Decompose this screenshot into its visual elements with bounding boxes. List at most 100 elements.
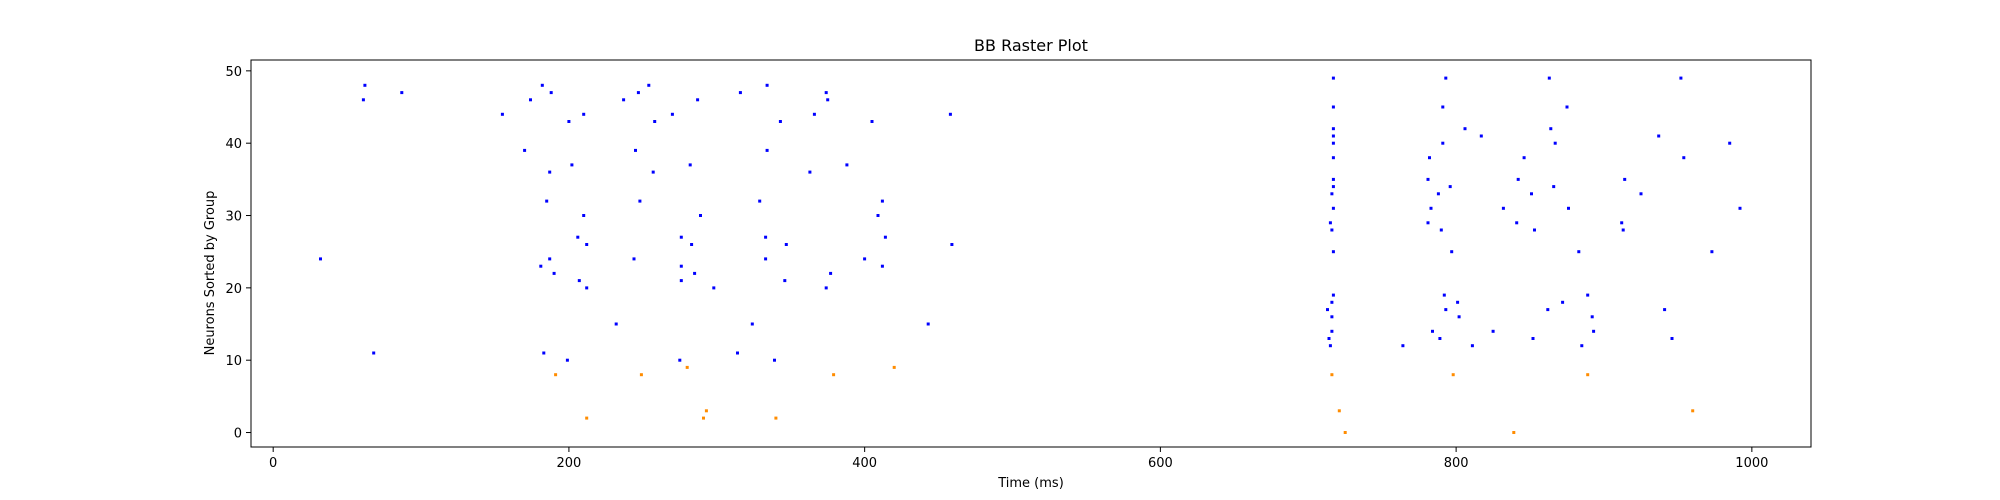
spike-point	[1327, 337, 1331, 340]
spike-point	[892, 365, 896, 369]
spike-point	[696, 98, 700, 102]
spike-point	[542, 351, 546, 355]
spike-point	[549, 91, 553, 95]
spike-point	[1682, 156, 1686, 160]
spike-point	[758, 199, 762, 203]
spike-point	[863, 257, 867, 261]
spike-point	[1426, 177, 1430, 181]
spike-point	[829, 271, 833, 275]
spike-point	[750, 322, 754, 326]
spike-point	[539, 264, 543, 268]
spike-point	[632, 257, 636, 261]
spike-point	[876, 214, 880, 217]
x-tick-label: 1000	[1735, 456, 1768, 471]
y-tick-label: 30	[225, 210, 242, 225]
spike-point	[1331, 185, 1335, 189]
spike-point	[1441, 105, 1445, 109]
spike-point	[1670, 337, 1674, 340]
spike-point	[784, 243, 788, 246]
spike-point	[1337, 409, 1341, 413]
spike-point	[585, 416, 589, 420]
spike-point	[845, 163, 849, 167]
spike-point	[736, 351, 739, 355]
y-tick-label: 0	[234, 427, 242, 442]
x-tick-label: 600	[1148, 456, 1173, 471]
spike-point	[1330, 373, 1334, 377]
spike-point	[702, 416, 705, 420]
spike-point	[1463, 127, 1467, 131]
spike-point	[1491, 329, 1495, 333]
spike-point	[670, 112, 674, 116]
spike-point	[808, 170, 812, 174]
spike-point	[1565, 105, 1569, 109]
spike-point	[565, 358, 569, 362]
spike-point	[1436, 192, 1440, 196]
spike-point	[1530, 192, 1533, 196]
spike-point	[585, 286, 589, 290]
spike-point	[1331, 105, 1335, 109]
spike-point	[1330, 192, 1334, 196]
chart-title: BB Raster Plot	[974, 36, 1088, 55]
spike-point	[926, 322, 930, 326]
spike-point	[1331, 293, 1335, 297]
spike-point	[1586, 293, 1590, 297]
spike-point	[582, 112, 586, 116]
spike-point	[1663, 308, 1667, 312]
spike-point	[1331, 206, 1335, 210]
spike-point	[826, 98, 830, 102]
spike-point	[1328, 344, 1332, 348]
y-axis-title: Neurons Sorted by Group	[203, 191, 218, 356]
y-tick-label: 40	[225, 137, 242, 152]
spike-point	[870, 120, 874, 123]
spike-point	[1330, 300, 1334, 304]
spike-point	[774, 416, 778, 420]
spike-point	[880, 199, 884, 203]
spike-point	[679, 264, 683, 268]
spike-point	[1439, 228, 1443, 232]
spike-point	[653, 120, 657, 123]
spike-point	[1710, 250, 1714, 254]
spike-point	[552, 271, 556, 275]
spike-point	[570, 163, 574, 167]
spike-point	[1577, 250, 1581, 254]
spike-point	[1444, 308, 1448, 312]
spike-point	[950, 243, 954, 246]
spike-point	[778, 120, 782, 123]
spike-point	[622, 98, 626, 102]
spike-point	[699, 214, 702, 217]
spike-point	[582, 214, 586, 217]
spike-point	[1451, 373, 1455, 377]
spike-point	[880, 264, 884, 268]
spike-point	[704, 409, 708, 413]
spike-point	[500, 112, 504, 116]
spike-point	[1442, 293, 1446, 297]
spike-point	[1567, 206, 1570, 210]
spike-point	[1620, 221, 1624, 225]
spike-point	[824, 91, 828, 95]
spike-point	[548, 170, 552, 174]
spike-point	[523, 148, 527, 152]
spike-point	[634, 148, 637, 152]
y-tick-label: 50	[225, 65, 242, 80]
spike-point	[883, 235, 887, 239]
spike-point	[1657, 134, 1661, 138]
spike-point	[1515, 221, 1519, 225]
spike-point	[614, 322, 618, 326]
spike-point	[1330, 315, 1334, 319]
spike-point	[679, 279, 683, 283]
spike-point	[1552, 185, 1556, 189]
spike-point	[319, 257, 322, 261]
spike-point	[1546, 308, 1550, 312]
spike-point	[1331, 134, 1335, 138]
spike-point	[1331, 156, 1335, 160]
spike-point	[1457, 315, 1461, 319]
spike-point	[1621, 228, 1625, 232]
spike-point	[636, 91, 640, 95]
spike-point	[400, 91, 404, 95]
spike-point	[685, 365, 689, 369]
x-axis-title: Time (ms)	[997, 476, 1064, 491]
spike-point	[765, 83, 769, 87]
spike-point	[1512, 431, 1516, 434]
y-tick-label: 10	[225, 354, 242, 369]
